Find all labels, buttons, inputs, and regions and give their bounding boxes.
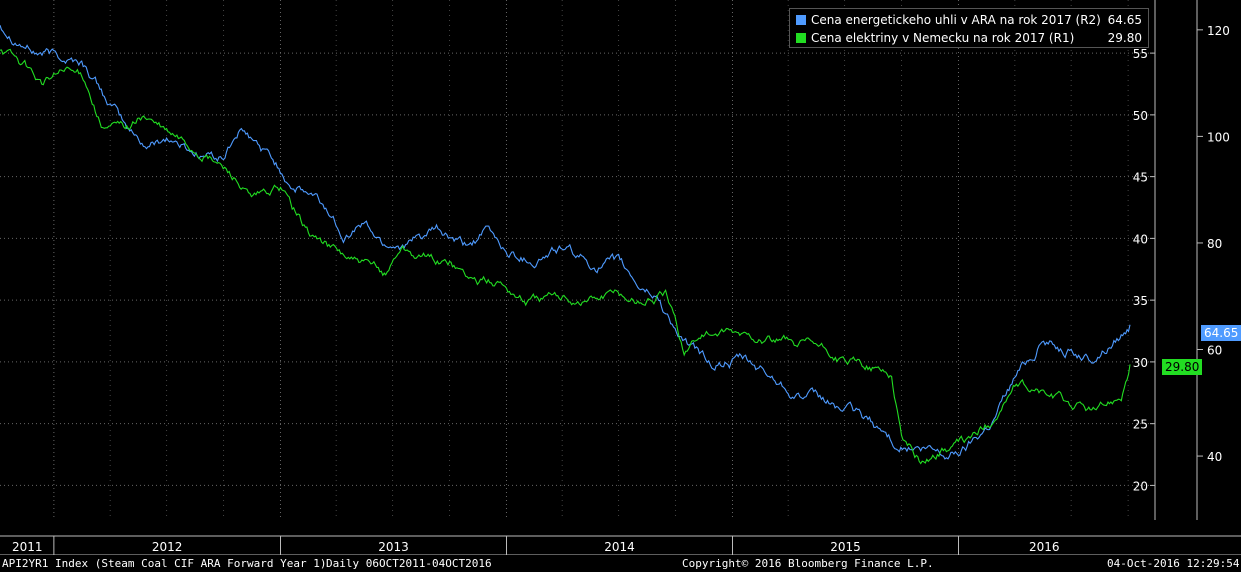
- footer-index: API2YR1 Index (Steam Coal CIF ARA Forwar…: [2, 557, 327, 570]
- x-tick-label: 2014: [604, 540, 635, 554]
- x-tick-label: 2013: [378, 540, 409, 554]
- series-line-power: [0, 48, 1131, 465]
- x-tick-label: 2011: [12, 540, 43, 554]
- legend-swatch-power: [796, 33, 806, 43]
- legend-swatch-coal: [796, 15, 806, 25]
- series-line-coal: [0, 25, 1131, 460]
- footer-range: Daily 06OCT2011-04OCT2016: [326, 557, 492, 570]
- left-tick-label: 30: [1133, 356, 1148, 370]
- left-tick-label: 45: [1133, 171, 1148, 185]
- legend-label-power: Cena elektriny v Nemecku na rok 2017 (R1…: [811, 31, 1075, 45]
- last-value-badge-coal: 64.65: [1201, 325, 1241, 341]
- legend-entry-coal: Cena energetickeho uhli v ARA na rok 201…: [796, 11, 1142, 29]
- left-axis: 55 50 45 40 35 30 25 20: [1133, 0, 1156, 520]
- right-tick-label: 40: [1207, 450, 1222, 464]
- left-tick-label: 55: [1133, 47, 1148, 61]
- right-tick-label: 80: [1207, 237, 1222, 251]
- left-tick-label: 50: [1133, 109, 1148, 123]
- series-lines: [0, 25, 1131, 465]
- last-value-badge-power: 29.80: [1162, 359, 1203, 375]
- left-tick-label: 20: [1133, 479, 1148, 493]
- left-tick-label: 40: [1133, 232, 1148, 246]
- x-tick-label: 2012: [152, 540, 183, 554]
- x-tick-label: 2015: [830, 540, 861, 554]
- legend-value-coal: 64.65: [1107, 13, 1142, 27]
- footer-copyright: Copyright© 2016 Bloomberg Finance L.P.: [682, 557, 934, 570]
- legend-entry-power: Cena elektriny v Nemecku na rok 2017 (R1…: [796, 29, 1142, 47]
- right-tick-label: 60: [1207, 344, 1222, 358]
- footer: API2YR1 Index (Steam Coal CIF ARA Forwar…: [0, 555, 1241, 572]
- legend: Cena energetickeho uhli v ARA na rok 201…: [789, 8, 1149, 48]
- legend-label-coal: Cena energetickeho uhli v ARA na rok 201…: [811, 13, 1100, 27]
- left-tick-label: 25: [1133, 418, 1148, 432]
- right-tick-label: 100: [1207, 130, 1230, 144]
- legend-value-power: 29.80: [1107, 31, 1142, 45]
- right-tick-label: 120: [1207, 24, 1230, 38]
- grid: [0, 0, 1155, 520]
- right-axis: 120 100 80 60 40: [1196, 0, 1230, 520]
- footer-timestamp: 04-Oct-2016 12:29:54: [1107, 557, 1240, 570]
- x-tick-label: 2016: [1029, 540, 1060, 554]
- left-tick-label: 35: [1133, 294, 1148, 308]
